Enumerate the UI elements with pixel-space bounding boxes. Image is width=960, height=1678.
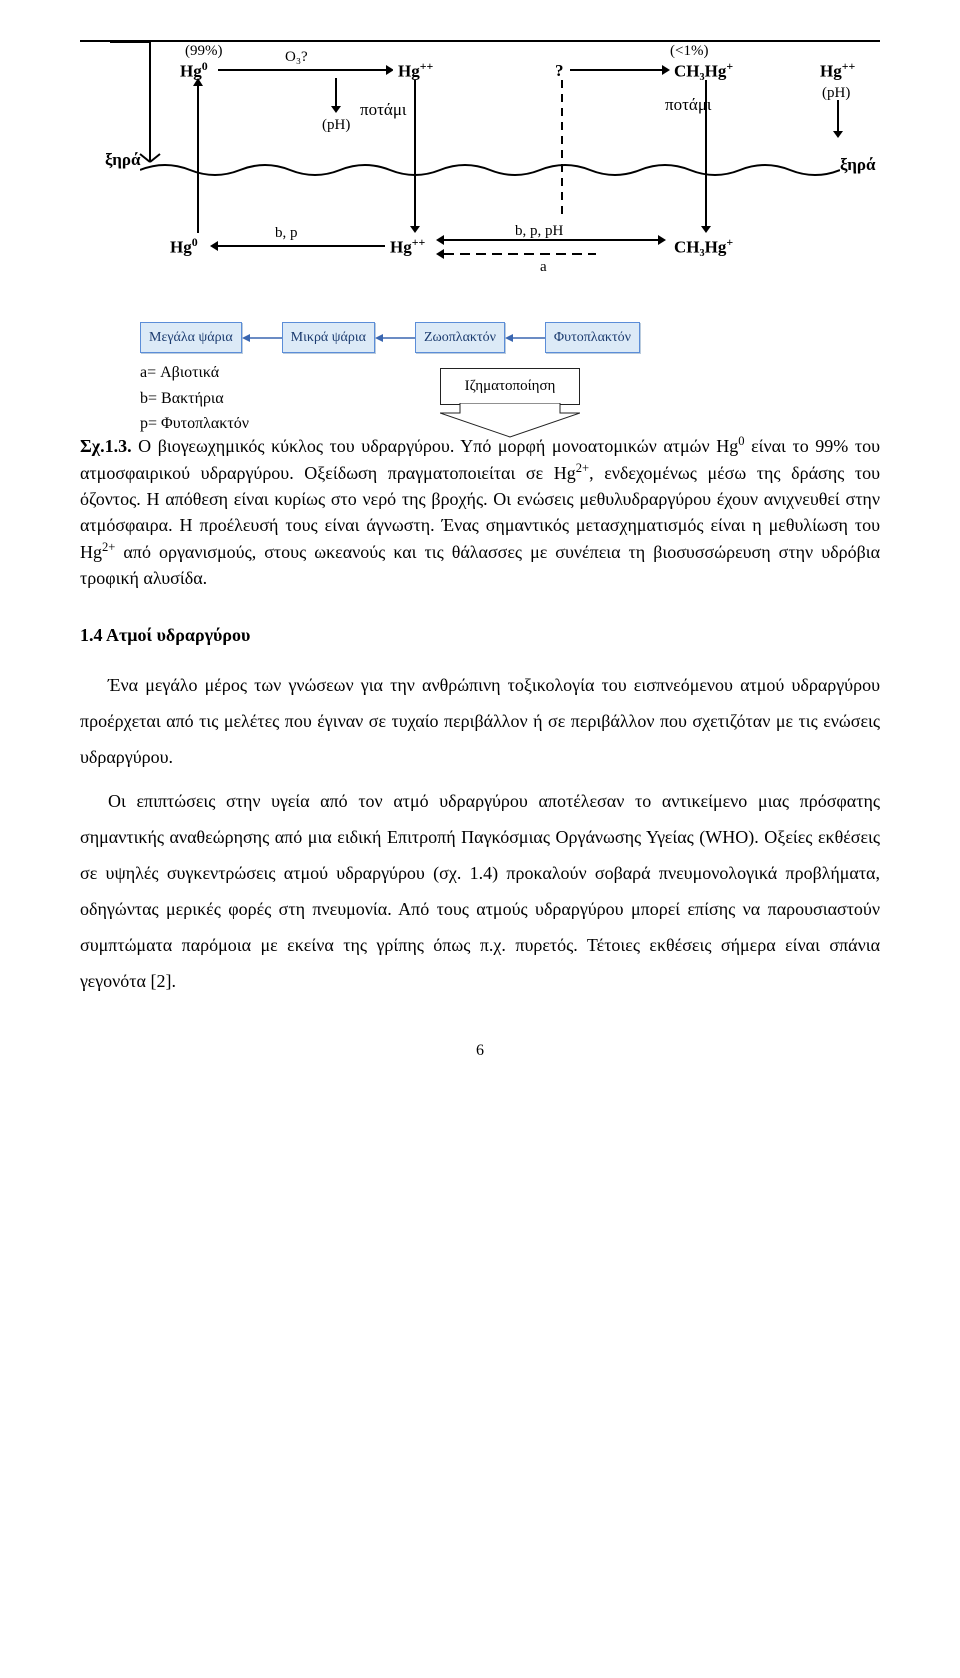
- paragraph-1: Ένα μεγάλο μέρος των γνώσεων για την ανθ…: [80, 667, 880, 775]
- potami-left: ποτάμι: [360, 97, 407, 123]
- section-title: 1.4 Ατμοί υδραργύρου: [80, 622, 880, 649]
- box-phyto: Φυτοπλακτόν: [545, 322, 640, 353]
- ph-left: (pH): [322, 114, 350, 137]
- sedimentation-container: Ιζηματοποίηση: [440, 368, 580, 439]
- caption-text-1d: από οργανισμούς, στους ωκεανούς και τις …: [80, 542, 880, 588]
- box-big-fish: Μεγάλα ψάρια: [140, 322, 242, 353]
- sedimentation-arrow: [440, 403, 580, 439]
- food-chain: Μεγάλα ψάρια Μικρά ψάρια Ζωοπλακτόν Φυτο…: [140, 322, 640, 353]
- xira-right: ξηρά: [840, 152, 875, 178]
- caption-title: Ο βιογεωχημικός κύκλος του υδραργύρου.: [138, 436, 454, 456]
- dashed-down-q: [554, 80, 570, 220]
- xira-left: ξηρά: [105, 147, 140, 173]
- species-hgpp-bottom: Hg++: [390, 234, 425, 260]
- arrow-fc-3: [505, 331, 545, 345]
- arrow-q-ch3hg: [570, 64, 670, 78]
- arrow-down-ph-left: [328, 78, 344, 113]
- bp-label: b, p: [275, 222, 298, 245]
- arrow-down-hgpp-right: [830, 78, 846, 138]
- box-small-fish: Μικρά ψάρια: [282, 322, 375, 353]
- ozone-label: O₃?: [285, 46, 308, 69]
- species-ch3hg-bottom: CH₃Hg+: [674, 234, 733, 260]
- arrow-up-hg0: [190, 78, 206, 233]
- mercury-cycle-figure: (99%) (<1%) Hg0 O₃? Hg++ ? CH₃Hg+ Hg++ π…: [80, 40, 880, 412]
- caption-number: Σχ.1.3.: [80, 436, 132, 456]
- bpph-label: b, p, pH: [515, 220, 563, 243]
- a-label: a: [540, 256, 547, 279]
- caption-text-1a: Υπό μορφή μονοατομικών ατμών Hg: [460, 436, 738, 456]
- arrow-bp-left: [210, 238, 385, 254]
- figure-legend: a= Αβιοτικά b= Βακτήρια p= Φυτοπλακτόν: [140, 360, 249, 437]
- water-surface: [140, 160, 840, 180]
- arrow-fc-2: [375, 331, 415, 345]
- legend-p: p= Φυτοπλακτόν: [140, 411, 249, 437]
- legend-b: b= Βακτήρια: [140, 386, 249, 412]
- paragraph-2: Οι επιπτώσεις στην υγεία από τον ατμό υδ…: [80, 783, 880, 999]
- arrow-down-ch3hg: [698, 80, 714, 233]
- box-zoo: Ζωοπλακτόν: [415, 322, 505, 353]
- arrow-fc-1: [242, 331, 282, 345]
- figure-caption: Σχ.1.3. Ο βιογεωχημικός κύκλος του υδραρ…: [80, 432, 880, 592]
- species-hg0-bottom: Hg0: [170, 234, 198, 260]
- page-number: 6: [80, 1039, 880, 1063]
- legend-a: a= Αβιοτικά: [140, 360, 249, 386]
- arrow-down-hgpp: [407, 80, 423, 233]
- sedimentation-label: Ιζηματοποίηση: [440, 368, 580, 405]
